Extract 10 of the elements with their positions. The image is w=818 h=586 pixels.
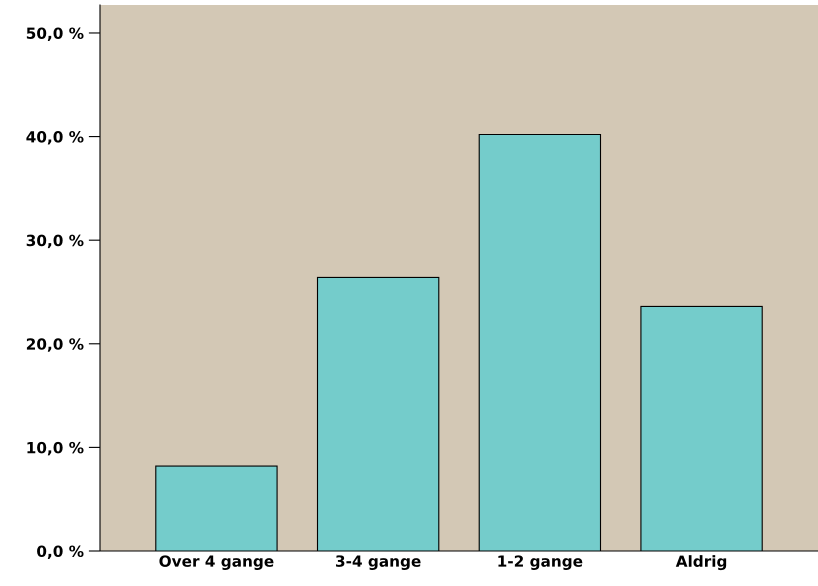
x-tick-label: 3-4 gange [336, 555, 421, 570]
y-tick-label: 30,0 % [26, 234, 84, 248]
x-tick-label: Aldrig [676, 555, 726, 570]
y-tick-label: 10,0 % [27, 442, 84, 456]
x-tick-label: 1-2 gange [498, 555, 582, 570]
x-tick-label: Over 4 gange [159, 555, 274, 570]
y-tick-label: 20,0 % [26, 338, 84, 352]
y-tick-label: 40,0 % [26, 131, 84, 145]
y-tick-label: 50,0 % [26, 27, 84, 41]
y-tick-label: 0,0 % [37, 545, 84, 559]
